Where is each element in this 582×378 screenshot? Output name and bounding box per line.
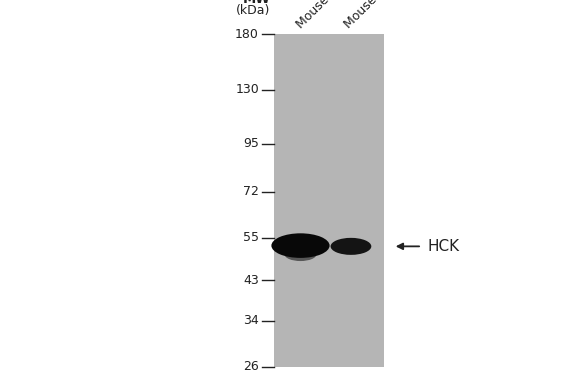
Text: 180: 180 bbox=[235, 28, 259, 40]
Ellipse shape bbox=[285, 248, 317, 261]
Text: Mouse spleen: Mouse spleen bbox=[342, 0, 411, 31]
Ellipse shape bbox=[271, 233, 329, 258]
Text: (kDa): (kDa) bbox=[236, 4, 271, 17]
Text: 130: 130 bbox=[235, 84, 259, 96]
Text: 95: 95 bbox=[243, 137, 259, 150]
Text: 55: 55 bbox=[243, 231, 259, 244]
Text: 43: 43 bbox=[243, 274, 259, 287]
Text: Mouse liver: Mouse liver bbox=[294, 0, 354, 31]
Text: HCK: HCK bbox=[428, 239, 460, 254]
Ellipse shape bbox=[331, 238, 371, 255]
Text: MW: MW bbox=[243, 0, 271, 6]
Text: 26: 26 bbox=[243, 360, 259, 373]
Text: 72: 72 bbox=[243, 185, 259, 198]
Text: 34: 34 bbox=[243, 314, 259, 327]
Bar bbox=[274, 34, 384, 367]
